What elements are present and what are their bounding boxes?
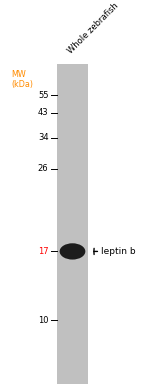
Bar [57,64,88,384]
Ellipse shape [60,243,85,260]
Text: MW
(kDa): MW (kDa) [11,70,33,89]
Text: 17: 17 [38,247,49,256]
Text: Whole zebrafish: Whole zebrafish [66,1,120,55]
Text: 55: 55 [38,90,49,100]
Text: 10: 10 [38,315,49,325]
Text: 34: 34 [38,133,49,142]
Text: 43: 43 [38,108,49,117]
Text: leptin b: leptin b [101,247,135,256]
Text: 26: 26 [38,164,49,173]
